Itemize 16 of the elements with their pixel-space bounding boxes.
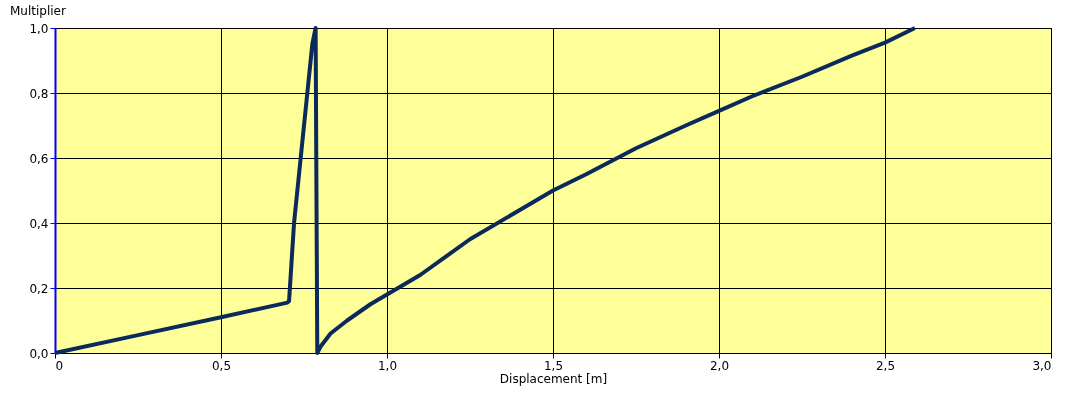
- line-series: [53, 26, 917, 355]
- x-tick-label: 1,5: [543, 358, 564, 373]
- x-tick-label: 1,0: [377, 358, 398, 373]
- y-axis-title: Multiplier: [10, 4, 66, 18]
- y-tick-label: 0,8: [29, 86, 49, 101]
- y-tick-label: 0,4: [29, 216, 49, 231]
- x-tick-label: 0,5: [211, 358, 232, 373]
- x-tick-label: 3,0: [1032, 358, 1052, 373]
- x-tick-label: 2,5: [875, 358, 896, 373]
- x-tick-label: 2,0: [709, 358, 730, 373]
- y-tick-label: 0,2: [29, 281, 49, 296]
- y-tick-label: 0,0: [29, 346, 49, 361]
- y-tick-label: 1,0: [29, 21, 49, 36]
- x-axis-title: Displacement [m]: [499, 371, 608, 386]
- y-tick-label: 0,6: [29, 151, 49, 166]
- x-tick-label: 0: [55, 358, 64, 373]
